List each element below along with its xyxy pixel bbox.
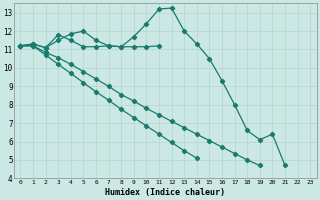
X-axis label: Humidex (Indice chaleur): Humidex (Indice chaleur) xyxy=(105,188,225,197)
